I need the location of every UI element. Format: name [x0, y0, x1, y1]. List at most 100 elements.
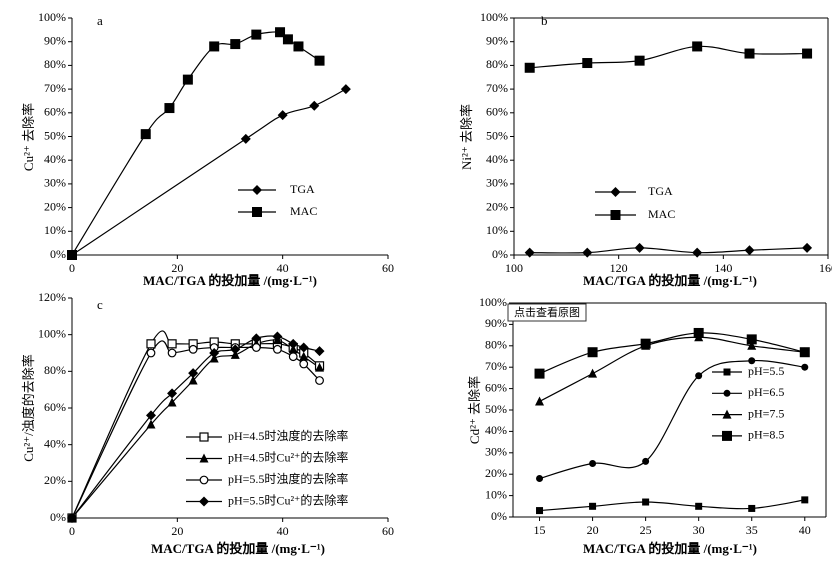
legend-label: pH=4.5时浊度的去除率 [228, 428, 348, 443]
marker [744, 245, 755, 256]
marker [582, 58, 593, 69]
y-tick-label: 0% [491, 509, 507, 523]
y-tick-label: 90% [486, 33, 508, 47]
marker [293, 41, 304, 52]
y-tick-label: 0% [50, 247, 66, 261]
marker [536, 474, 544, 482]
y-tick-label: 60% [44, 105, 66, 119]
marker [589, 502, 597, 510]
y-tick-label: 70% [485, 359, 507, 373]
marker [693, 327, 704, 338]
marker [167, 397, 177, 407]
y-tick-label: 100% [38, 10, 66, 24]
y-tick-label: 20% [485, 466, 507, 480]
legend-label: TGA [290, 182, 315, 196]
y-tick-label: 20% [44, 473, 66, 487]
marker [188, 344, 198, 354]
marker [640, 338, 651, 349]
panel: 0% 10% 20% 30% 40% 50% 60% 70% 80% 90% 100% 15 20 25 3… [467, 295, 827, 556]
marker [230, 344, 241, 355]
marker [209, 41, 220, 52]
marker [251, 29, 262, 40]
y-tick-label: 80% [485, 338, 507, 352]
x-axis-label: MAC/TGA 的投加量 /(mg·L⁻¹) [583, 273, 757, 288]
y-tick-label: 40% [44, 152, 66, 166]
x-tick-label: 15 [534, 523, 546, 537]
marker [723, 389, 731, 397]
marker [140, 129, 151, 140]
marker [588, 368, 598, 378]
marker [230, 39, 241, 50]
legend-label: MAC [648, 207, 675, 221]
marker [722, 409, 732, 419]
marker [199, 453, 209, 463]
y-tick-label: 80% [44, 363, 66, 377]
marker [167, 348, 177, 358]
marker [536, 507, 544, 515]
y-tick-label: 90% [44, 33, 66, 47]
legend-label: pH=8.5 [748, 428, 784, 442]
x-tick-label: 60 [382, 261, 394, 275]
marker [146, 339, 156, 349]
y-tick-label: 50% [44, 128, 66, 142]
marker [315, 376, 324, 385]
marker [314, 55, 325, 66]
marker [299, 351, 309, 361]
marker [146, 410, 156, 421]
marker [642, 498, 650, 506]
y-tick-label: 20% [486, 199, 508, 213]
marker [692, 41, 703, 52]
marker [634, 55, 645, 66]
marker [524, 247, 535, 258]
legend-label: pH=5.5时浊度的去除率 [228, 471, 348, 486]
marker [340, 84, 351, 95]
y-tick-label: 70% [486, 81, 508, 95]
marker [273, 344, 282, 354]
x-tick-label: 20 [171, 524, 183, 538]
x-tick-label: 40 [277, 524, 289, 538]
marker [801, 363, 809, 371]
y-tick-label: 0% [50, 510, 66, 524]
marker [692, 247, 703, 258]
legend-label: pH=4.5时Cu²⁺的去除率 [228, 449, 348, 464]
legend-label: MAC [290, 204, 317, 218]
marker [272, 331, 283, 342]
x-tick-label: 0 [69, 261, 75, 275]
marker [723, 368, 731, 376]
marker [275, 27, 286, 38]
marker [282, 34, 293, 45]
x-tick-label: 0 [69, 524, 75, 538]
x-tick-label: 140 [714, 261, 732, 275]
marker [199, 432, 209, 442]
x-tick-label: 20 [171, 261, 183, 275]
y-tick-label: 40% [486, 152, 508, 166]
marker [589, 460, 597, 467]
legend-label: pH=7.5 [748, 406, 784, 420]
y-tick-label: 120% [38, 290, 66, 304]
marker [582, 247, 593, 258]
y-tick-label: 40% [485, 423, 507, 437]
series-line [529, 247, 808, 254]
y-tick-label: 60% [44, 400, 66, 414]
y-axis-label: Cd²⁺ 去除率 [467, 376, 482, 444]
x-tick-label: 35 [746, 523, 758, 537]
y-tick-label: 80% [44, 57, 66, 71]
y-axis-label: Cu²⁺ 去除率 [21, 103, 36, 171]
marker [610, 210, 621, 220]
marker [188, 375, 198, 385]
y-tick-label: 40% [44, 436, 66, 450]
y-tick-label: 50% [486, 128, 508, 142]
y-tick-label: 80% [486, 57, 508, 71]
tooltip-text: 点击查看原图 [514, 305, 580, 319]
legend-label: pH=6.5 [748, 385, 784, 399]
y-tick-label: 0% [492, 247, 508, 261]
y-axis-label: Cu²⁺/浊度的去除率 [21, 354, 36, 462]
tooltip-box [507, 303, 587, 322]
x-axis-label: MAC/TGA 的投加量 /(mg·L⁻¹) [143, 273, 317, 288]
marker [587, 347, 598, 358]
y-tick-label: 10% [485, 487, 507, 501]
marker [67, 513, 77, 523]
y-tick-label: 50% [485, 402, 507, 416]
marker [252, 185, 262, 195]
